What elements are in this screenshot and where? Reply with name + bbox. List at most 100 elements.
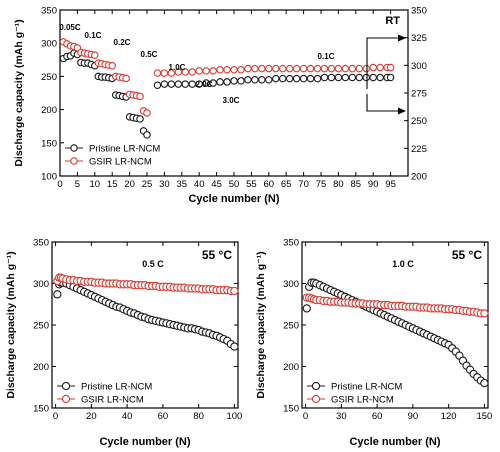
y-axis-title: Discharge capacity (mAh g⁻¹) — [5, 251, 17, 398]
x-tick-label: 60 — [158, 411, 169, 422]
gsir-data-point — [355, 64, 364, 73]
pristine-data-point — [251, 75, 259, 84]
pristine-data-point — [258, 75, 266, 84]
pristine-data-point — [327, 73, 336, 82]
y-tick-label: 150 — [41, 138, 57, 149]
x-tick-label: 40 — [194, 179, 205, 190]
pristine-data-point — [216, 78, 224, 86]
y-axis-title: Discharge capacity (mAh g⁻¹) — [13, 19, 25, 166]
gsir-data-point — [327, 64, 336, 73]
legend-marker — [70, 157, 78, 165]
pristine-data-point — [153, 81, 162, 90]
x-tick-label: 100 — [226, 411, 242, 422]
y-tick-label: 250 — [283, 321, 299, 332]
gsir-data-point — [153, 69, 162, 77]
pristine-data-point — [355, 73, 364, 82]
x-tick-label: 10 — [90, 179, 101, 190]
rate-label: 0.1C — [85, 31, 102, 40]
x-tick-label: 5 — [75, 179, 80, 190]
x-tick-label: 45 — [211, 179, 222, 190]
x-tick-label: 65 — [281, 179, 292, 190]
arrow-lower-head — [398, 107, 406, 115]
pristine-data-point — [299, 74, 308, 83]
x-tick-label: 150 — [476, 411, 492, 422]
pristine-data-point — [230, 342, 239, 351]
pristine-data-point — [386, 73, 395, 82]
legend-marker — [311, 381, 321, 391]
pristine-data-point — [292, 74, 301, 83]
pristine-data-point — [376, 73, 384, 82]
x-tick-label: 40 — [122, 411, 133, 422]
gsir-data-point — [272, 64, 280, 73]
x-tick-label: 55 — [246, 179, 257, 190]
x-tick-label: 20 — [86, 411, 97, 422]
legend-marker — [311, 394, 321, 404]
pristine-data-point — [230, 77, 238, 85]
gsir-data-point — [136, 92, 144, 101]
x-tick-label: 35 — [177, 179, 188, 190]
pristine-data-point — [341, 73, 350, 82]
pristine-data-point — [362, 73, 370, 82]
gsir-data-point — [209, 67, 217, 75]
corner-label-rt: RT — [385, 15, 400, 27]
rate-label: 0.05C — [59, 23, 81, 32]
y-tick-label: 350 — [33, 238, 49, 249]
y-tick-label: 350 — [283, 238, 299, 249]
rate-label: 0.5 C — [142, 259, 164, 269]
pristine-data-point — [265, 75, 273, 84]
y-tick-label: 250 — [41, 72, 57, 83]
gsir-data-point — [320, 64, 329, 73]
pristine-data-point — [302, 304, 311, 313]
corner-label-55c: 55 °C — [202, 248, 232, 262]
legend-entry-gsir: GSIR LR-NCM — [331, 395, 394, 406]
x-tick-label: 120 — [441, 411, 457, 422]
x-tick-label: 50 — [229, 179, 240, 190]
legend-marker — [70, 144, 78, 152]
arrow-lower — [366, 94, 400, 112]
pristine-data-point — [53, 290, 62, 299]
pristine-data-point — [313, 74, 322, 83]
gsir-data-point — [334, 64, 343, 73]
gsir-data-point — [362, 64, 370, 73]
pristine-data-point — [188, 80, 196, 88]
y-tick-label: 250 — [33, 321, 49, 332]
gsir-data-point — [299, 64, 308, 73]
pristine-data-point — [334, 73, 343, 82]
pristine-data-point — [237, 77, 245, 85]
x-tick-label: 70 — [298, 179, 309, 190]
y2-tick-label: 300 — [411, 61, 427, 72]
pristine-data-point — [244, 75, 252, 84]
x-tick-label: 60 — [264, 179, 275, 190]
gsir-data-point — [188, 68, 196, 76]
pristine-data-point — [195, 80, 203, 88]
x-tick-label: 30 — [159, 179, 170, 190]
x-tick-label: 95 — [385, 179, 396, 190]
x-tick-label: 75 — [316, 179, 327, 190]
y2-tick-label: 350 — [411, 6, 427, 17]
y2-tick-label: 200 — [411, 172, 427, 183]
gsir-data-point — [348, 64, 357, 73]
pristine-data-point — [174, 80, 183, 88]
pristine-data-point — [272, 74, 280, 83]
x-axis-title: Cycle number (N) — [99, 436, 190, 448]
gsir-data-point — [251, 64, 259, 73]
pristine-data-point — [167, 80, 176, 88]
y-axis-title: Discharge capacity (mAh g⁻¹) — [255, 251, 267, 398]
legend-entry-pristine: Pristine LR-NCM — [81, 382, 152, 393]
gsir-data-point — [160, 69, 169, 77]
x-tick-label: 80 — [333, 179, 344, 190]
gsir-data-point — [313, 64, 322, 73]
gsir-data-point — [341, 64, 350, 73]
rate-label: 0.5C — [141, 50, 158, 59]
gsir-data-point — [143, 109, 151, 117]
pristine-data-point — [160, 80, 169, 88]
y-tick-label: 300 — [41, 39, 57, 50]
gsir-data-point — [91, 51, 99, 59]
pristine-data-point — [369, 73, 377, 82]
legend-marker — [61, 381, 71, 391]
pristine-data-point — [480, 378, 489, 388]
gsir-data-point — [292, 64, 301, 73]
arrow-upper — [366, 37, 400, 89]
gsir-data-point — [258, 64, 266, 73]
